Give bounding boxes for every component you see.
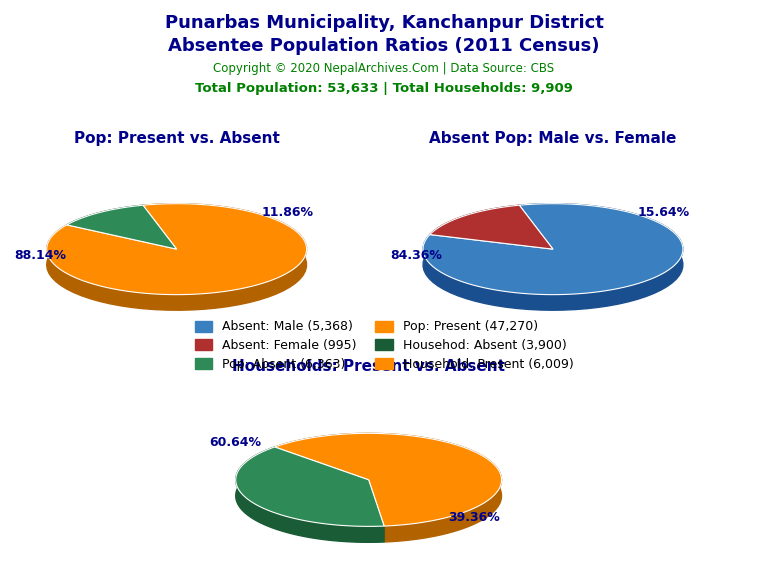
Text: Punarbas Municipality, Kanchanpur District: Punarbas Municipality, Kanchanpur Distri… (164, 14, 604, 32)
Polygon shape (67, 205, 177, 249)
Text: Absentee Population Ratios (2011 Census): Absentee Population Ratios (2011 Census) (168, 37, 600, 55)
Polygon shape (47, 204, 306, 295)
Polygon shape (423, 204, 683, 295)
Polygon shape (430, 205, 553, 249)
Polygon shape (275, 433, 502, 542)
Text: 15.64%: 15.64% (637, 206, 690, 219)
Text: 39.36%: 39.36% (449, 510, 500, 524)
Title: Pop: Present vs. Absent: Pop: Present vs. Absent (74, 131, 280, 146)
Title: Absent Pop: Male vs. Female: Absent Pop: Male vs. Female (429, 131, 677, 146)
Polygon shape (47, 204, 306, 310)
Polygon shape (236, 447, 384, 543)
Text: 60.64%: 60.64% (209, 436, 261, 449)
Polygon shape (67, 205, 143, 240)
Text: Total Population: 53,633 | Total Households: 9,909: Total Population: 53,633 | Total Househo… (195, 82, 573, 95)
Text: 11.86%: 11.86% (261, 206, 313, 219)
Text: 84.36%: 84.36% (390, 249, 442, 262)
Polygon shape (236, 447, 384, 526)
Polygon shape (275, 433, 502, 526)
Legend: Absent: Male (5,368), Absent: Female (995), Pop: Absent (6,363), Pop: Present (4: Absent: Male (5,368), Absent: Female (99… (194, 320, 574, 371)
Polygon shape (430, 205, 519, 250)
Text: 88.14%: 88.14% (14, 249, 66, 262)
Polygon shape (423, 204, 683, 310)
Title: Households: Present vs. Absent: Households: Present vs. Absent (232, 359, 505, 374)
Text: Copyright © 2020 NepalArchives.Com | Data Source: CBS: Copyright © 2020 NepalArchives.Com | Dat… (214, 62, 554, 75)
